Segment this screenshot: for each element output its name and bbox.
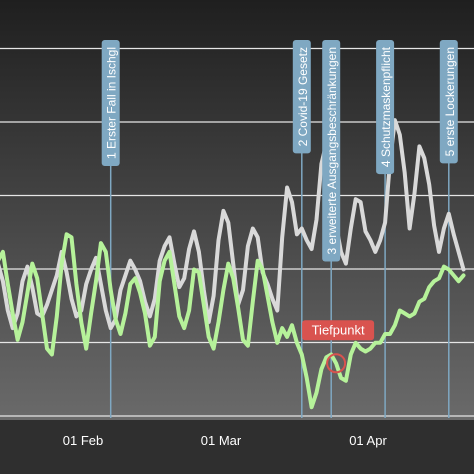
tiefpunkt-marker bbox=[326, 353, 347, 374]
x-tick-label: 01 Mar bbox=[201, 433, 242, 448]
annotations: 1 Erster Fall in Ischgl 2 Covid-19 Gesetz… bbox=[101, 40, 458, 262]
gridlines bbox=[0, 47, 474, 417]
annotation-box bbox=[322, 40, 341, 262]
annotation: 2 Covid-19 Gesetz bbox=[292, 40, 311, 154]
annotation: 5 erste Lockerungen bbox=[439, 40, 458, 164]
annotation-box bbox=[101, 40, 120, 167]
annotation-box bbox=[439, 40, 458, 164]
x-tick-label: 01 Apr bbox=[349, 433, 387, 448]
annotation: 3 erweiterte Ausgangsbeschränkungen bbox=[322, 40, 341, 262]
tiefpunkt-label-box bbox=[302, 320, 375, 341]
annotation-box bbox=[376, 40, 395, 175]
annotation-label: 1 Erster Fall in Ischgl bbox=[105, 47, 119, 159]
plot-background bbox=[0, 0, 474, 420]
series bbox=[0, 118, 466, 410]
tiefpunkt-highlight: Tiefpunkt bbox=[302, 320, 375, 374]
x-tick-label: 01 Feb bbox=[63, 433, 103, 448]
series-line-green bbox=[0, 232, 466, 410]
annotation-box bbox=[292, 40, 311, 154]
x-axis-ticks: 01 Feb 01 Mar 01 Apr bbox=[63, 433, 388, 448]
axis-background bbox=[0, 420, 474, 474]
series-line-gray bbox=[0, 118, 466, 331]
tiefpunkt-label: Tiefpunkt bbox=[312, 322, 365, 337]
annotation-label: 4 Schutzmaskenpflicht bbox=[379, 46, 393, 167]
annotation-label: 5 erste Lockerungen bbox=[443, 47, 457, 156]
annotation: 1 Erster Fall in Ischgl bbox=[101, 40, 120, 167]
annotation: 4 Schutzmaskenpflicht bbox=[376, 40, 395, 175]
annotation-label: 3 erweiterte Ausgangsbeschränkungen bbox=[325, 47, 339, 254]
annotation-label: 2 Covid-19 Gesetz bbox=[296, 47, 310, 146]
